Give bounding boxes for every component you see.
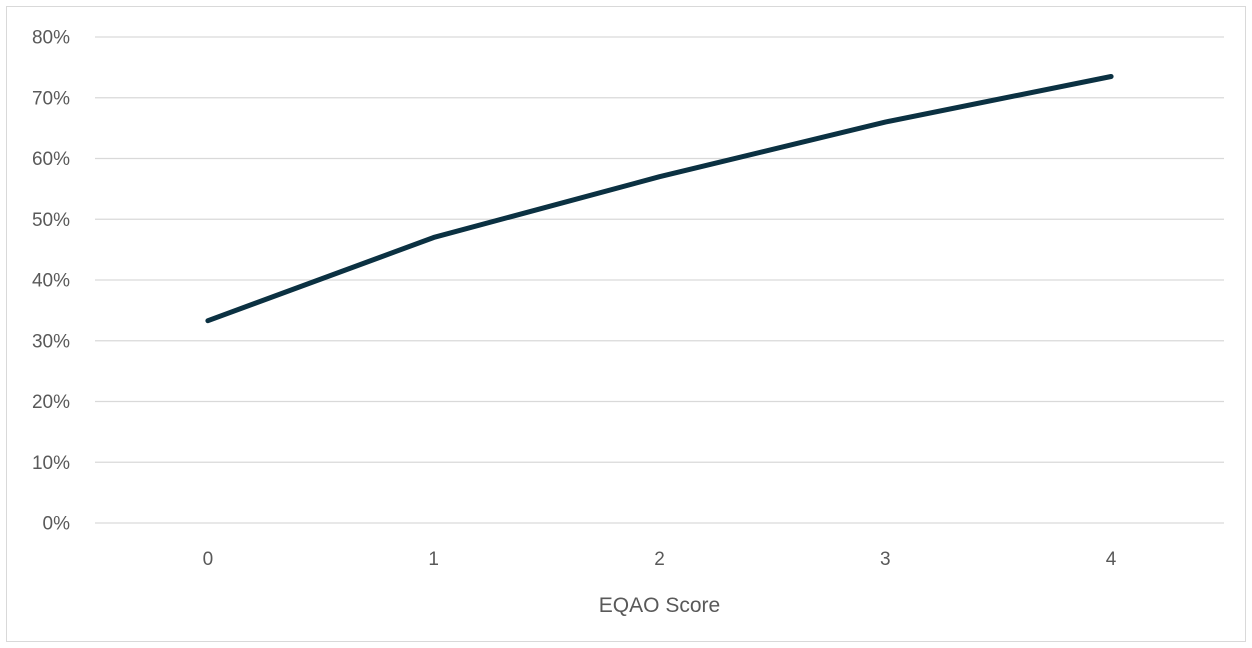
y-tick-label: 20% bbox=[32, 392, 70, 413]
y-tick-label: 10% bbox=[32, 453, 70, 474]
x-tick-label: 3 bbox=[880, 549, 891, 570]
y-axis-tick-labels: 0% 10% 20% 30% 40% 50% 60% 70% 80% bbox=[32, 28, 70, 535]
y-tick-label: 0% bbox=[43, 514, 71, 535]
series-lines bbox=[205, 73, 1114, 324]
x-axis-title: EQAO Score bbox=[599, 594, 720, 617]
series-line bbox=[205, 73, 1114, 324]
y-tick-label: 50% bbox=[32, 210, 70, 231]
x-tick-label: 4 bbox=[1106, 549, 1117, 570]
y-tick-label: 30% bbox=[32, 331, 70, 352]
x-tick-label: 2 bbox=[654, 549, 665, 570]
y-tick-label: 80% bbox=[32, 28, 70, 49]
y-tick-label: 40% bbox=[32, 271, 70, 292]
y-tick-label: 70% bbox=[32, 88, 70, 109]
y-tick-label: 60% bbox=[32, 149, 70, 170]
gridlines bbox=[95, 36, 1224, 524]
x-tick-label: 1 bbox=[428, 549, 439, 570]
x-axis-tick-labels: 0 1 2 3 4 bbox=[203, 549, 1117, 570]
x-tick-label: 0 bbox=[203, 549, 214, 570]
chart-frame bbox=[6, 6, 1246, 642]
